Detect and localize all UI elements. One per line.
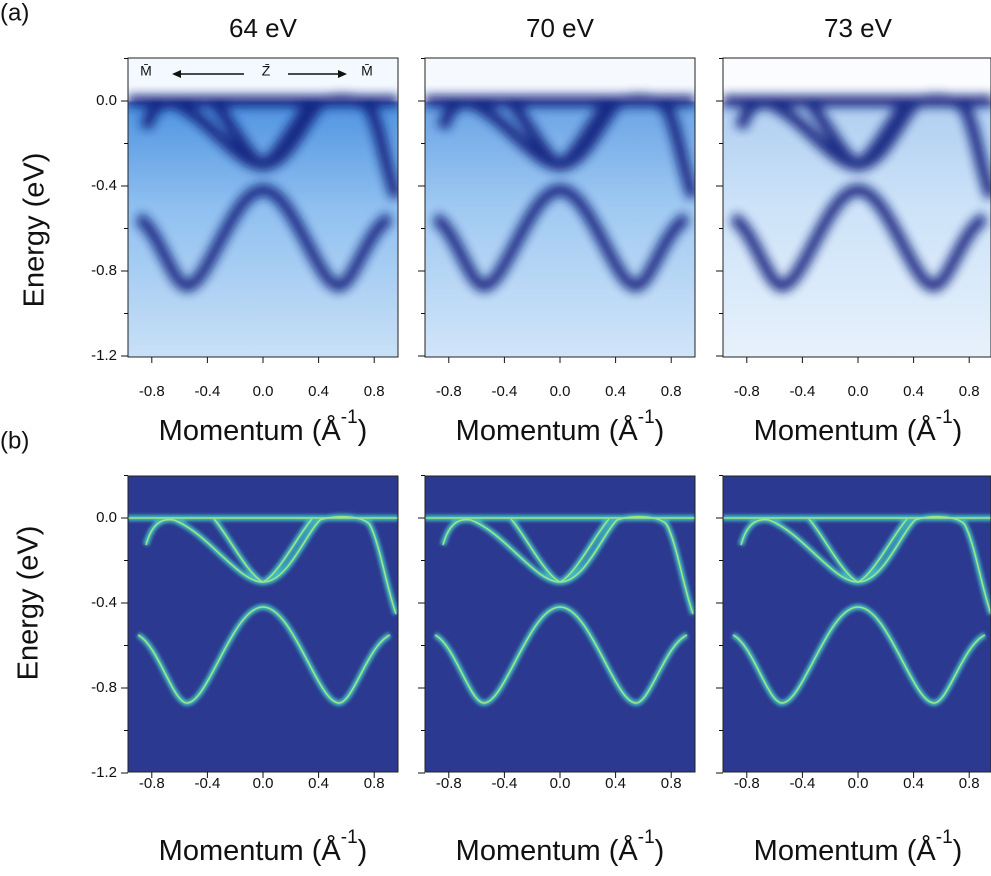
y-tick-label: -0.4 xyxy=(91,177,117,194)
x-tick-label: -0.4 xyxy=(194,775,220,792)
panel-title: 64 eV xyxy=(229,13,298,43)
x-axis-label: Momentum (Å-1) xyxy=(456,827,665,867)
y-tick-label: -0.8 xyxy=(91,262,117,279)
arrowhead-left xyxy=(172,70,181,78)
x-tick-label: 0.8 xyxy=(364,383,385,400)
x-axis-label-text: Momentum (Å xyxy=(159,414,342,447)
x-tick-label: 0.0 xyxy=(550,775,571,792)
x-axis-label: Momentum (Å-1) xyxy=(754,827,963,867)
x-tick-label: 0.4 xyxy=(903,383,924,400)
panel-title: 73 eV xyxy=(824,13,893,43)
annotation-center: Z̄ xyxy=(262,63,271,79)
x-axis-label: Momentum (Å-1) xyxy=(456,407,665,447)
x-axis-label-close: ) xyxy=(655,835,665,867)
x-tick-label: -0.8 xyxy=(734,383,760,400)
x-axis-label-text: Momentum (Å xyxy=(456,834,639,867)
x-axis-label-sup: -1 xyxy=(341,407,358,428)
y-tick-label: -0.4 xyxy=(91,594,117,611)
x-axis-label: Momentum (Å-1) xyxy=(754,407,963,447)
x-tick-label: 0.0 xyxy=(848,775,869,792)
spectrum-image xyxy=(425,58,695,357)
x-tick-label: -0.8 xyxy=(139,383,165,400)
panel-label: (a) xyxy=(0,0,29,26)
panel-title: 70 eV xyxy=(526,13,595,43)
x-tick-label: 0.8 xyxy=(364,775,385,792)
x-axis-label-sup: -1 xyxy=(638,407,655,428)
image-frame xyxy=(722,57,991,358)
image-background xyxy=(425,476,695,772)
x-tick-label: 0.4 xyxy=(308,775,329,792)
x-tick-label: -0.4 xyxy=(789,775,815,792)
x-tick-label: 0.4 xyxy=(903,775,924,792)
x-axis-label-close: ) xyxy=(358,415,368,447)
x-tick-label: -0.4 xyxy=(491,383,517,400)
x-axis-label-sup: -1 xyxy=(936,827,953,848)
y-tick-label: -1.2 xyxy=(91,347,117,364)
x-tick-label: 0.0 xyxy=(253,383,274,400)
image-background xyxy=(723,476,991,772)
annotation-right: M̄ xyxy=(361,63,373,79)
y-tick-label: 0.0 xyxy=(96,509,117,526)
spectrum-image xyxy=(128,476,398,772)
x-tick-label: 0.0 xyxy=(550,383,571,400)
image-frame xyxy=(722,475,991,773)
image-background xyxy=(128,476,398,772)
x-axis-label-text: Momentum (Å xyxy=(754,834,937,867)
x-tick-label: -0.8 xyxy=(139,775,165,792)
panel-label: (b) xyxy=(0,427,29,454)
x-axis-label-sup: -1 xyxy=(936,407,953,428)
x-axis-label-text: Momentum (Å xyxy=(754,414,937,447)
x-tick-label: -0.8 xyxy=(436,775,462,792)
x-tick-label: -0.8 xyxy=(734,775,760,792)
x-axis-label-close: ) xyxy=(953,415,963,447)
x-tick-label: 0.8 xyxy=(959,775,980,792)
x-tick-label: -0.4 xyxy=(194,383,220,400)
x-axis-label-sup: -1 xyxy=(341,827,358,848)
spectrum-image xyxy=(723,476,991,772)
x-axis-label-close: ) xyxy=(953,835,963,867)
x-tick-label: 0.4 xyxy=(605,383,626,400)
x-tick-label: 0.8 xyxy=(959,383,980,400)
x-axis-label-close: ) xyxy=(655,415,665,447)
arrowhead-right xyxy=(338,70,347,78)
y-axis-label: Energy (eV) xyxy=(13,526,45,681)
spectrum-image xyxy=(723,58,991,357)
x-axis-label-text: Momentum (Å xyxy=(456,414,639,447)
x-axis-label-text: Momentum (Å xyxy=(159,834,342,867)
x-tick-label: 0.0 xyxy=(848,383,869,400)
annotation-left: M̄ xyxy=(140,63,152,79)
x-tick-label: -0.4 xyxy=(491,775,517,792)
spectrum-image xyxy=(128,58,398,357)
x-tick-label: -0.8 xyxy=(436,383,462,400)
x-axis-label-close: ) xyxy=(358,835,368,867)
x-tick-label: 0.8 xyxy=(661,383,682,400)
x-tick-label: 0.4 xyxy=(308,383,329,400)
y-tick-label: 0.0 xyxy=(96,92,117,109)
x-tick-label: -0.4 xyxy=(789,383,815,400)
x-tick-label: 0.8 xyxy=(661,775,682,792)
y-tick-label: -1.2 xyxy=(91,764,117,781)
x-axis-label: Momentum (Å-1) xyxy=(159,407,368,447)
y-tick-label: -0.8 xyxy=(91,679,117,696)
x-tick-label: 0.4 xyxy=(605,775,626,792)
x-tick-label: 0.0 xyxy=(253,775,274,792)
y-axis-label: Energy (eV) xyxy=(19,153,51,308)
x-axis-label: Momentum (Å-1) xyxy=(159,827,368,867)
x-axis-label-sup: -1 xyxy=(638,827,655,848)
spectrum-image xyxy=(425,476,695,772)
